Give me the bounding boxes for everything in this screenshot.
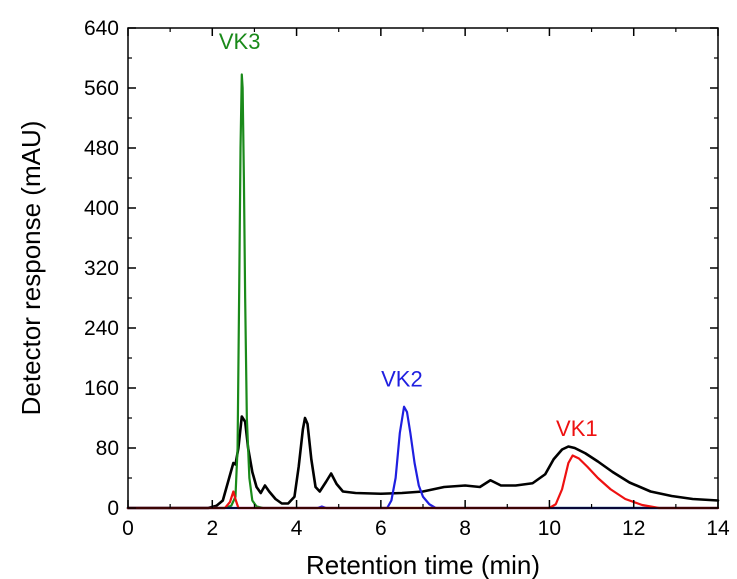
x-tick-label: 4 [291,517,303,540]
y-tick-label: 400 [84,197,119,220]
x-axis-title: Retention time (min) [306,550,540,579]
series-line-4 [126,454,720,510]
series-line-1 [126,415,720,510]
y-tick-label: 480 [84,137,119,160]
x-tick-label: 0 [122,517,134,540]
y-tick-label: 320 [84,257,119,280]
y-tick-label: 240 [84,317,119,340]
y-axis-title: Detector response (mAU) [16,121,46,416]
x-tick-label: 14 [706,517,730,540]
x-tick-label: 2 [206,517,218,540]
x-tick-label: 8 [459,517,471,540]
x-tick-label: 6 [375,517,387,540]
series-line-2 [126,73,720,510]
y-tick-label: 160 [84,377,119,400]
peak-label: VK1 [556,416,598,441]
series-layer [126,73,720,510]
y-tick-label: 80 [96,437,119,460]
axis-layer: 0 2 4 6 8 10 12 14 0 80 160 240 320 400 480 560 640 [84,17,730,540]
plot-frame [127,27,719,509]
x-tick-label: 10 [538,517,561,540]
annotation-layer: VK3 VK2 VK1 [219,29,598,441]
peak-label: VK2 [381,367,423,392]
y-tick-label: 0 [107,497,119,520]
y-tick-label: 560 [84,77,119,100]
y-tick-label: 640 [84,17,119,40]
series-line-3 [126,405,720,510]
x-tick-label: 12 [622,517,645,540]
peak-label: VK3 [219,29,261,54]
